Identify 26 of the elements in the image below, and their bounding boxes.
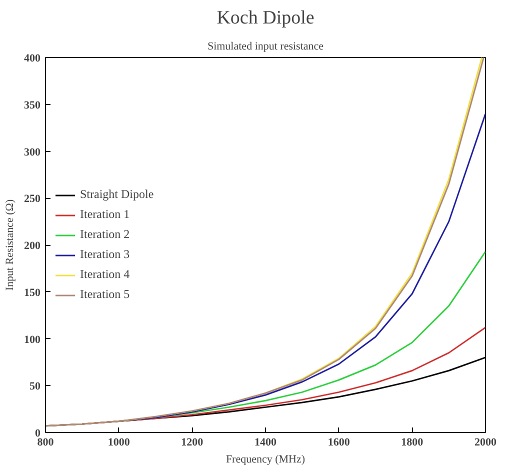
y-tick-label: 200 [24,240,41,252]
y-tick-label: 50 [30,380,41,393]
y-tick-label: 0 [35,428,41,440]
x-tick-label: 1000 [108,436,130,448]
chart-title: Koch Dipole [216,8,314,28]
legend-label: Iteration 3 [80,247,130,262]
y-tick-label: 100 [24,334,41,346]
y-tick-label: 350 [24,99,41,112]
chart-subtitle: Simulated input resistance [207,40,324,52]
y-tick-label: 250 [24,193,41,206]
x-tick-label: 800 [37,436,54,448]
legend-label: Iteration 2 [80,227,130,242]
legend-label: Iteration 1 [80,207,130,222]
x-tick-label: 1400 [254,436,277,448]
x-tick-label: 2000 [474,436,497,448]
y-tick-label: 400 [24,52,41,64]
x-axis-title: Frequency (MHz) [226,454,306,466]
y-tick-label: 150 [24,286,41,299]
x-tick-label: 1200 [181,436,204,448]
x-tick-label: 1800 [401,436,424,448]
x-tick-label: 1600 [328,436,350,448]
legend-label: Iteration 5 [80,287,130,302]
y-tick-label: 300 [24,146,41,158]
legend-label: Straight Dipole [80,187,154,202]
legend-label: Iteration 4 [80,267,130,282]
y-axis-title: Input Resistance (Ω) [4,199,16,291]
